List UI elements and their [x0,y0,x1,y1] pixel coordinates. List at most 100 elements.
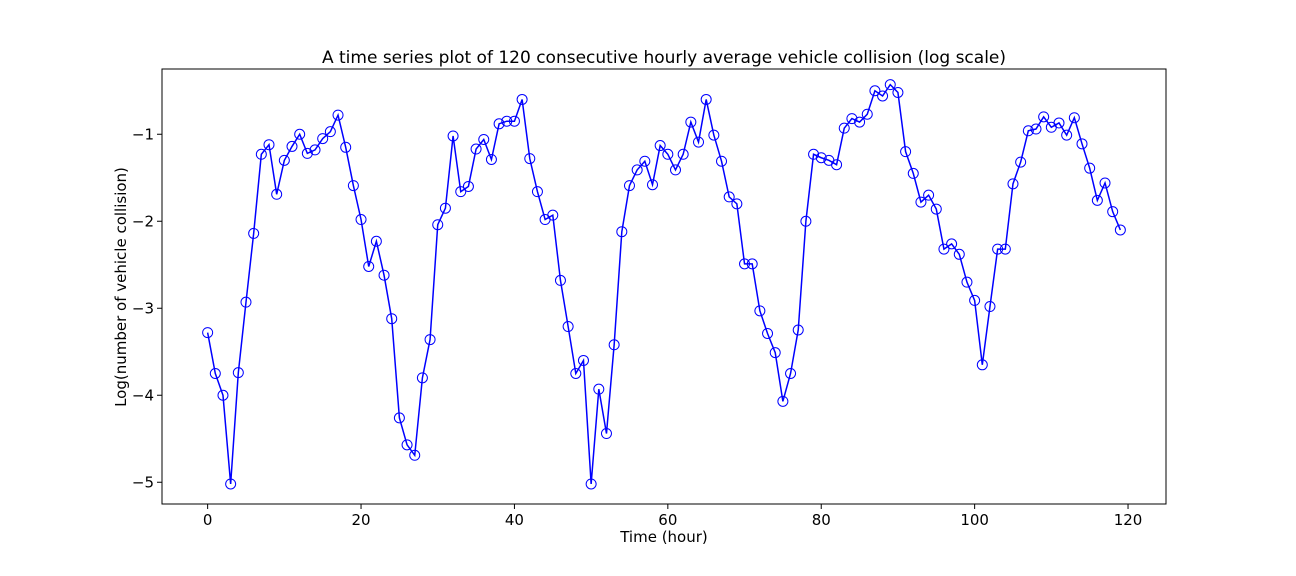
data-point [1114,224,1126,236]
data-point [762,327,774,339]
data-point [401,439,413,451]
data-point [439,202,451,214]
data-point [677,148,689,160]
x-tick-label: 100 [960,511,989,529]
data-point [278,154,290,166]
data-point [662,148,674,160]
data-point [424,334,436,346]
y-tick-label: −5 [132,473,154,491]
y-tick-label: −3 [132,299,154,317]
data-point [731,198,743,210]
data-point [984,301,996,313]
data-point [317,133,329,145]
data-point [976,359,988,371]
data-point [1053,117,1065,129]
data-point [347,180,359,192]
data-point [409,449,421,461]
data-point [309,144,321,156]
data-point [647,179,658,191]
data-point [501,115,513,127]
data-point [577,354,589,366]
data-point [716,155,728,167]
data-point [892,86,904,98]
series-markers [202,79,1126,490]
data-point [416,372,428,384]
data-point [938,243,950,255]
data-point [455,186,467,198]
data-point [240,296,252,308]
data-point [723,191,735,203]
data-point [1084,162,1096,174]
data-point [900,146,912,158]
data-point [1068,112,1080,124]
data-point [301,147,313,159]
data-point [1030,123,1042,135]
data-point [286,140,298,152]
data-point [846,113,858,125]
data-point [854,116,866,128]
data-point [616,226,628,238]
plot-frame [161,68,1167,505]
y-tick-label: −4 [132,386,154,404]
data-point [1061,129,1073,141]
data-point [378,269,390,281]
data-point [447,130,459,142]
data-point [524,153,536,165]
data-point [915,196,927,208]
y-axis: −5 −4 −3 −2 −1 [132,125,162,491]
data-point [570,368,582,379]
data-point [600,428,612,440]
x-tick-label: 40 [505,511,524,529]
data-point [1099,177,1111,189]
data-point [930,203,942,215]
data-point [884,79,896,91]
data-point [470,143,482,155]
data-point [294,128,306,140]
x-tick-label: 60 [658,511,677,529]
data-point [363,260,375,272]
data-point [1007,178,1019,190]
data-point [217,389,229,401]
y-axis-label: Log(number of vehicle collision) [112,167,130,407]
data-point [263,139,275,151]
data-point [654,140,666,152]
data-point [746,258,758,270]
x-axis: 0 20 40 60 80 100 120 [203,504,1142,529]
data-point [831,159,843,171]
data-point [961,276,973,288]
data-point [332,109,344,121]
data-point [815,152,827,164]
data-point [992,243,1004,255]
data-point [907,167,919,179]
data-point [670,164,681,176]
x-axis-label: Time (hour) [619,528,708,546]
data-point [808,148,820,160]
data-point [754,305,766,317]
data-point [485,153,497,165]
data-point [685,116,697,128]
data-point [877,90,889,102]
data-point [232,367,244,379]
data-point [631,164,643,176]
y-tick-label: −2 [132,212,154,230]
data-point [202,327,214,339]
x-tick-label: 80 [812,511,831,529]
x-tick-label: 20 [351,511,370,529]
data-point [739,258,751,270]
data-point [562,321,574,333]
data-point [777,395,789,407]
data-point [393,412,405,424]
data-point [1091,194,1103,206]
series-line [206,83,1122,485]
data-point [593,383,605,395]
data-point [999,243,1011,255]
data-point [508,115,520,127]
data-point [693,136,705,148]
data-point [1076,138,1088,150]
data-point [869,85,881,97]
data-point [1022,125,1034,137]
x-tick-label: 120 [1114,511,1143,529]
data-point [531,186,543,198]
data-point [623,180,635,192]
